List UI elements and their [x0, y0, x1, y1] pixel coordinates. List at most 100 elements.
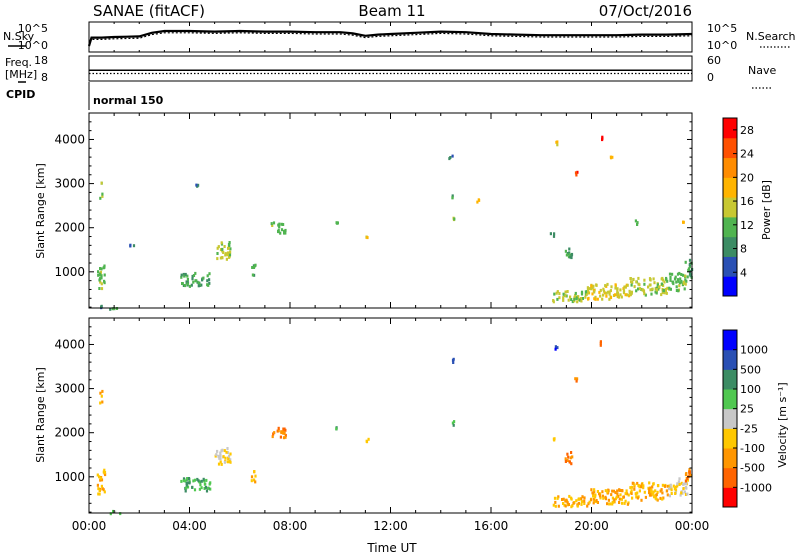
x-tick-label: 12:00: [373, 519, 408, 533]
scatter-point: [182, 272, 185, 276]
scatter-point: [660, 293, 663, 297]
scatter-point: [100, 287, 104, 291]
scatter-point: [112, 509, 115, 513]
scatter-point: [615, 495, 618, 499]
scatter-point: [615, 293, 618, 297]
scatter-point: [684, 282, 687, 286]
scatter-point: [676, 482, 679, 486]
scatter-point: [643, 278, 646, 282]
scatter-point: [277, 228, 280, 232]
noise-right-tick-top: 10^5: [707, 22, 737, 35]
scatter-point: [271, 435, 274, 439]
scatter-cluster: [365, 235, 369, 240]
scatter-point: [100, 181, 103, 185]
scatter-point: [181, 282, 184, 286]
scatter-point: [624, 492, 627, 496]
scatter-point: [226, 251, 230, 255]
scatter-point: [216, 246, 219, 250]
scatter-point: [553, 437, 556, 441]
scatter-point: [682, 273, 685, 277]
scatter-point: [111, 307, 114, 311]
scatter-point: [608, 502, 611, 506]
scatter-point: [580, 500, 583, 504]
scatter-point: [580, 299, 583, 303]
scatter-point: [567, 255, 571, 259]
scatter-point: [554, 504, 557, 508]
scatter-point: [688, 263, 691, 267]
velocity-colorbar-tick-label: -25: [740, 422, 758, 435]
scatter-point: [593, 490, 596, 494]
scatter-point: [643, 292, 646, 296]
scatter-point: [226, 451, 230, 455]
noise-right-tick-bottom: 10^0: [707, 39, 737, 52]
x-tick-label: 08:00: [273, 519, 308, 533]
scatter-point: [562, 497, 565, 501]
scatter-point: [195, 183, 198, 187]
y-tick-label: 4000: [54, 337, 85, 351]
scatter-point: [643, 490, 646, 494]
scatter-point: [630, 280, 633, 284]
scatter-point: [676, 278, 679, 282]
nsearch-label: N.Search: [746, 30, 796, 43]
scatter-point: [570, 451, 573, 454]
scatter-point: [677, 279, 680, 283]
scatter-point: [580, 497, 583, 501]
scatter-point: [284, 435, 287, 439]
nsky-line: [87, 29, 693, 47]
scatter-point: [576, 300, 579, 304]
scatter-point: [565, 498, 568, 502]
scatter-point: [476, 200, 479, 204]
scatter-point: [96, 473, 99, 477]
scatter-cluster: [365, 437, 370, 444]
scatter-point: [100, 276, 103, 280]
x-axis-label: Time UT: [366, 541, 417, 554]
scatter-point: [575, 295, 578, 299]
scatter-point: [452, 357, 455, 361]
cpid-value: normal 150: [93, 94, 164, 107]
scatter-point: [101, 192, 104, 196]
scatter-point: [185, 482, 188, 486]
scatter-point: [590, 287, 593, 291]
scatter-point: [557, 504, 560, 508]
scatter-point: [666, 286, 669, 290]
scatter-point: [553, 496, 557, 500]
scatter-point: [226, 253, 229, 257]
scatter-cluster: [109, 509, 122, 516]
power-colorbar-label: Power [dB]: [760, 180, 773, 240]
scatter-point: [219, 460, 222, 464]
scatter-point: [656, 498, 659, 502]
scatter-point: [253, 273, 256, 277]
scatter-point: [223, 460, 226, 464]
power-colorbar-swatch: [723, 197, 737, 218]
scatter-point: [617, 295, 621, 299]
scatter-cluster: [555, 140, 559, 147]
scatter-point: [187, 481, 190, 485]
scatter-point: [624, 285, 627, 289]
scatter-point: [649, 283, 652, 287]
scatter-point: [621, 489, 624, 493]
scatter-point: [608, 290, 611, 294]
scatter-point: [583, 496, 586, 500]
scatter-point: [223, 449, 226, 453]
scatter-cluster: [96, 468, 107, 496]
scatter-point: [569, 255, 572, 259]
scatter-point: [665, 291, 668, 295]
scatter-point: [197, 479, 200, 483]
scatter-point: [684, 473, 688, 477]
scatter-point: [683, 490, 686, 494]
scatter-point: [282, 427, 285, 431]
scatter-point: [561, 498, 564, 501]
scatter-point: [100, 484, 103, 488]
scatter-point: [626, 502, 629, 506]
frequency-panel-frame: [88, 55, 693, 82]
scatter-point: [662, 496, 665, 500]
scatter-point: [563, 503, 566, 507]
scatter-point: [227, 456, 230, 460]
scatter-point: [568, 494, 571, 498]
scatter-point: [282, 223, 285, 226]
station-title: SANAE (fitACF): [93, 2, 205, 20]
scatter-point: [571, 455, 574, 459]
scatter-point: [618, 501, 621, 504]
scatter-point: [197, 183, 200, 187]
scatter-cluster: [552, 494, 589, 509]
